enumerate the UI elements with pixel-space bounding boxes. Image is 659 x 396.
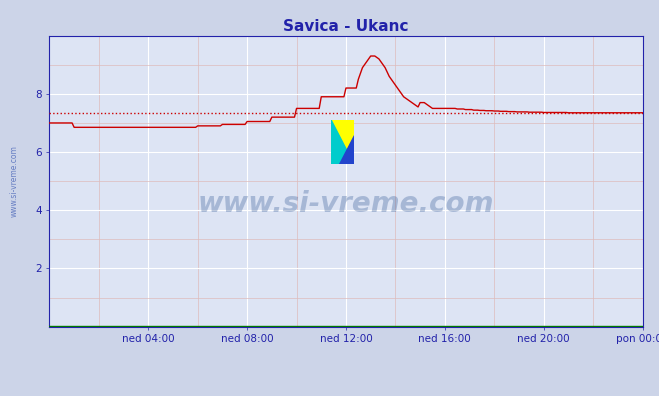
Text: www.si-vreme.com: www.si-vreme.com [198, 190, 494, 219]
Title: Savica - Ukanc: Savica - Ukanc [283, 19, 409, 34]
Text: www.si-vreme.com: www.si-vreme.com [9, 145, 18, 217]
